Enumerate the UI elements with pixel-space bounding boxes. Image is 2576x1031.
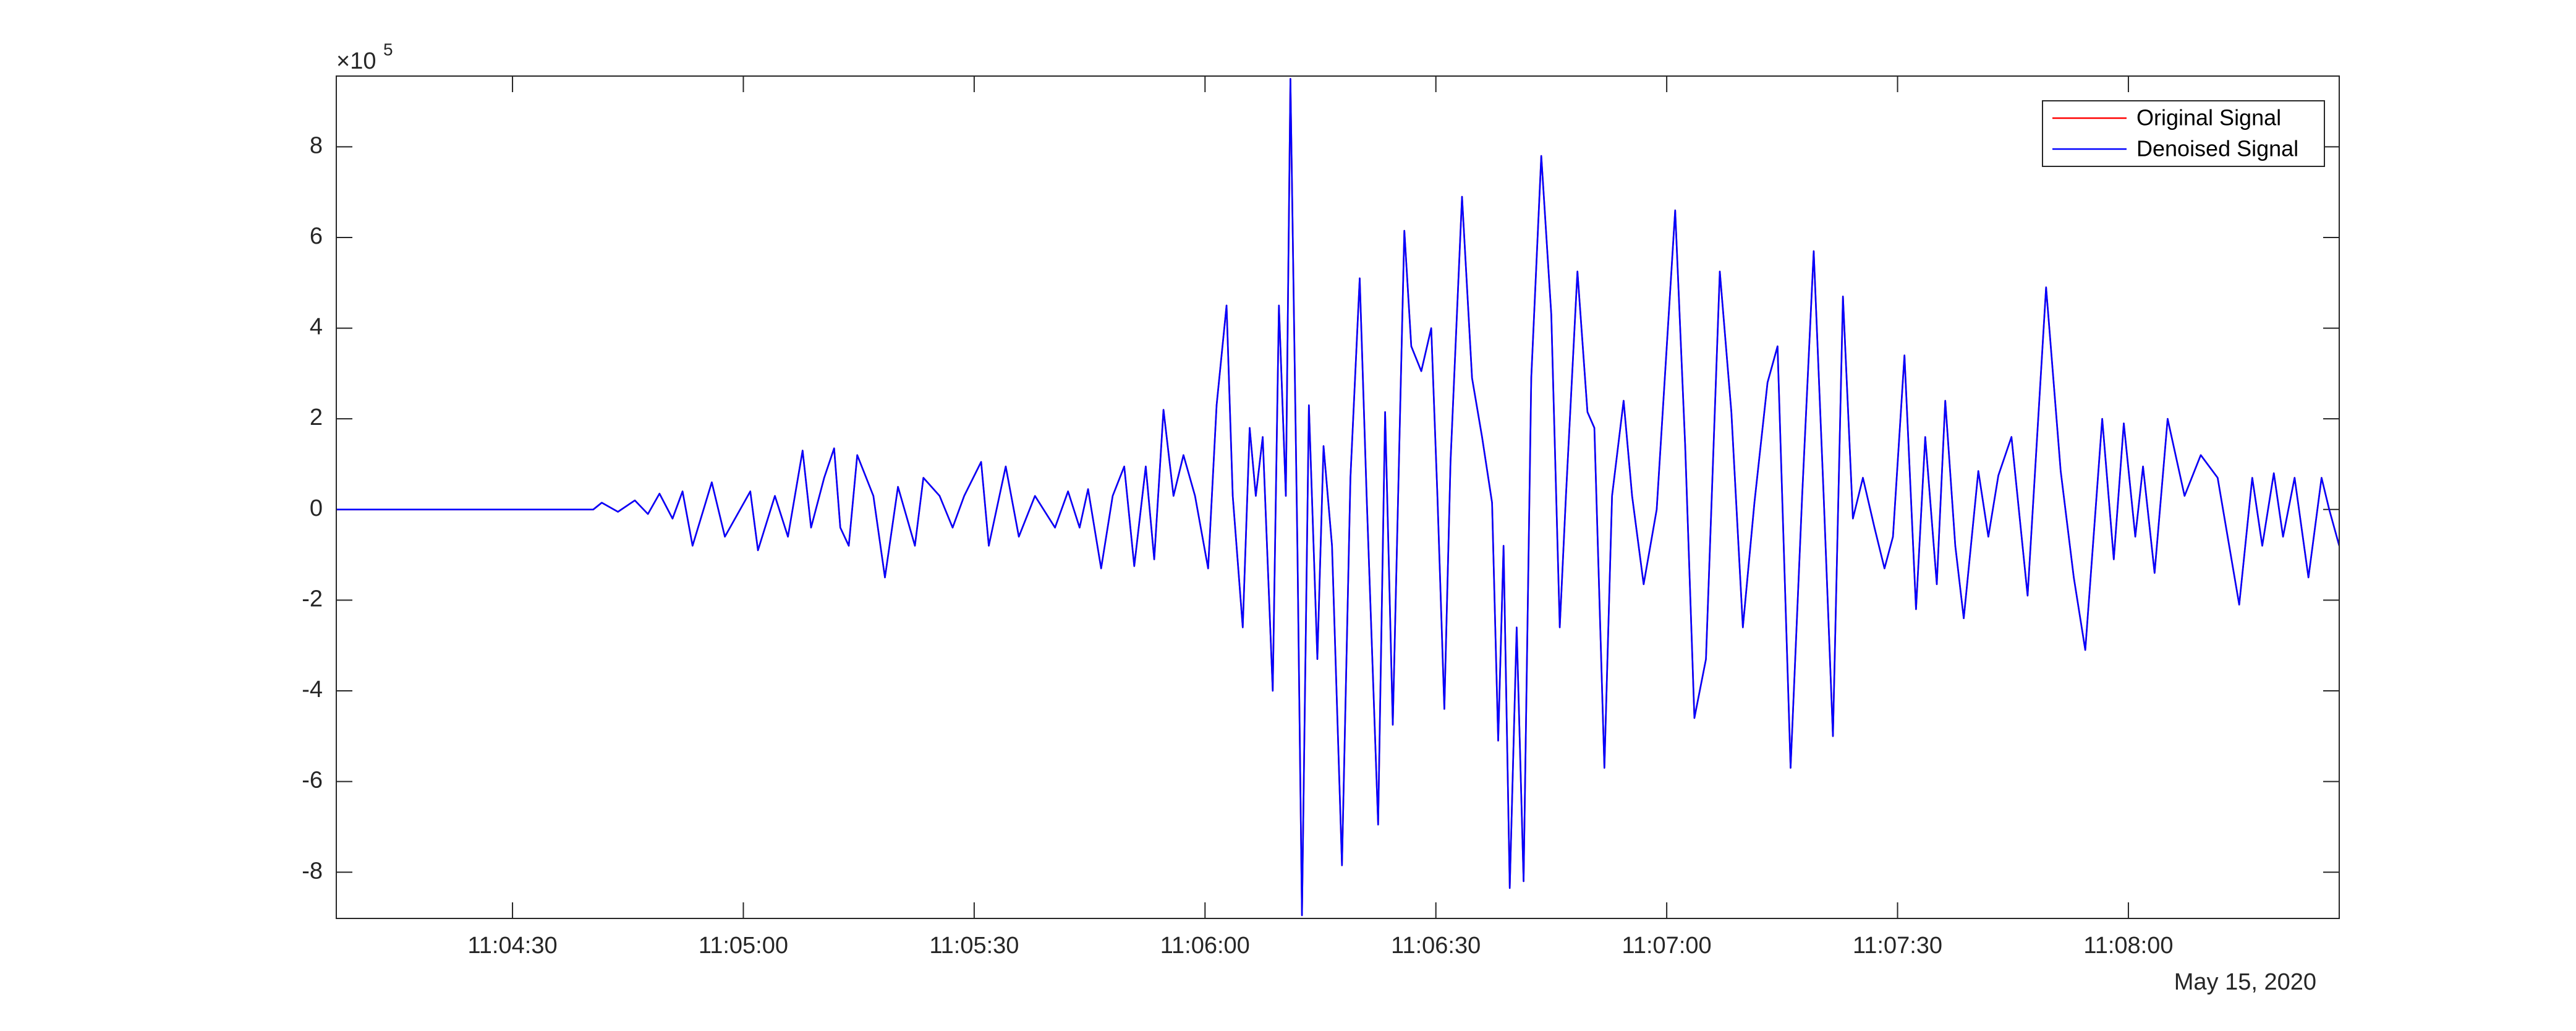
signal-line bbox=[336, 78, 2339, 917]
y-multiplier-base: ×10 bbox=[336, 48, 376, 74]
plot-box bbox=[336, 75, 2340, 919]
y-tick-label: 0 bbox=[310, 495, 323, 521]
y-tick-label: -8 bbox=[302, 858, 323, 884]
y-tick-label: -4 bbox=[302, 677, 323, 703]
y-tick-label: 6 bbox=[310, 223, 323, 249]
y-multiplier-exponent: 5 bbox=[383, 40, 393, 59]
y-tick-label: -2 bbox=[302, 586, 323, 612]
x-tick-label: 11:08:00 bbox=[2083, 933, 2173, 959]
y-tick-label: -6 bbox=[302, 768, 323, 794]
y-tick-label: 4 bbox=[310, 314, 323, 340]
x-tick-label: 11:06:30 bbox=[1391, 933, 1481, 959]
y-tick-label: 2 bbox=[310, 404, 323, 430]
x-tick-label: 11:04:30 bbox=[467, 933, 557, 959]
x-tick-label: 11:06:00 bbox=[1160, 933, 1250, 959]
y-tick-label: 8 bbox=[310, 132, 323, 158]
legend bbox=[2042, 100, 2325, 167]
legend-label: Original Signal bbox=[2136, 105, 2281, 130]
x-tick-label: 11:07:30 bbox=[1853, 933, 1942, 959]
x-tick-label: 11:07:00 bbox=[1622, 933, 1712, 959]
x-tick-label: 11:05:00 bbox=[699, 933, 788, 959]
x-tick-label: 11:05:30 bbox=[929, 933, 1019, 959]
x-date-label: May 15, 2020 bbox=[2174, 969, 2316, 995]
legend-label: Denoised Signal bbox=[2136, 136, 2298, 161]
